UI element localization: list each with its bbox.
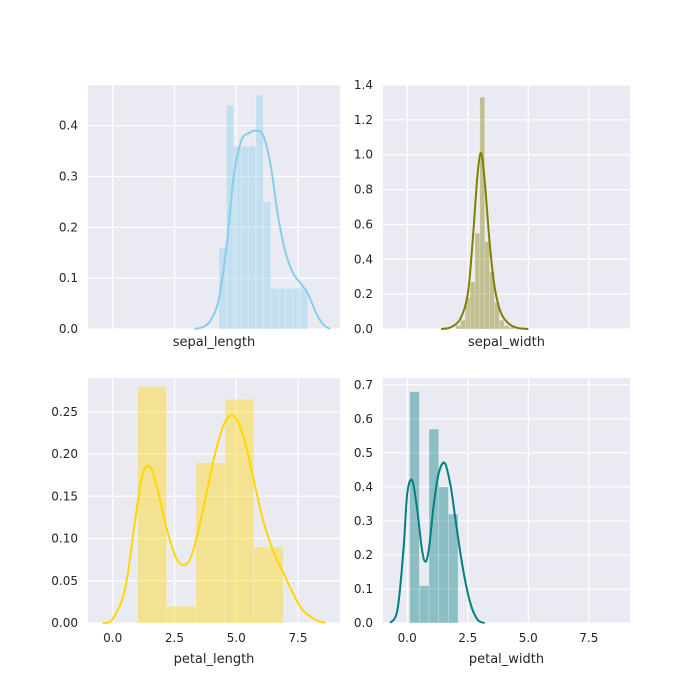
x-axis-label: sepal_width <box>468 335 545 350</box>
subplot-sepal-width: 0.0 0.2 0.4 0.6 0.8 1.0 1.2 1.4 sepal_width <box>354 78 630 350</box>
histogram-bar <box>438 486 449 624</box>
y-tick-label: 0.0 <box>354 616 373 630</box>
histogram-bar <box>428 428 439 624</box>
histogram-bar <box>300 288 309 330</box>
histogram-bar <box>218 247 227 330</box>
x-tick-label: 2.5 <box>458 631 477 645</box>
histogram-bar <box>460 319 466 330</box>
x-tick-label: 0.0 <box>103 631 122 645</box>
x-tick-label: 0.0 <box>398 631 417 645</box>
y-tick-label: 0.2 <box>59 220 78 234</box>
x-tick-label: 5.0 <box>227 631 246 645</box>
histogram-bar <box>484 241 490 330</box>
y-tick-label: 0.4 <box>354 480 373 494</box>
y-tick-label: 0.15 <box>51 489 78 503</box>
kde-line <box>193 129 331 330</box>
plot-background <box>383 85 630 329</box>
y-tick-label: 0.25 <box>51 405 78 419</box>
y-tick-label: 0.8 <box>354 183 373 197</box>
histogram-bar <box>248 145 257 330</box>
y-tick-label: 0.0 <box>354 322 373 336</box>
y-tick-label: 0.6 <box>354 217 373 231</box>
histogram-bar <box>409 391 420 624</box>
kde-line <box>102 414 326 624</box>
subplot-petal-length: 0.00 0.05 0.10 0.15 0.20 0.25 0.0 2.5 5.0 7.5 peta… <box>51 378 340 667</box>
histogram-bar <box>233 145 242 330</box>
histogram-bar <box>253 546 284 624</box>
y-tick-label: 1.2 <box>354 113 373 127</box>
histogram-bar <box>469 281 476 330</box>
y-tick-label: 0.20 <box>51 447 78 461</box>
y-tick-label: 0.6 <box>354 412 373 426</box>
subplot-petal-width: 0.0 0.1 0.2 0.3 0.4 0.5 0.6 0.7 0.0 2.5 5.0 7.5 peta… <box>354 378 630 667</box>
x-tick-label: 7.5 <box>579 631 598 645</box>
histogram-bar <box>503 325 510 330</box>
subplot-sepal-length: 0.0 0.1 0.2 0.3 0.4 sepal_length <box>59 85 340 350</box>
histogram-bar <box>285 288 294 330</box>
x-axis-label: petal_width <box>469 652 544 667</box>
kde-line <box>389 461 486 624</box>
histogram-bar <box>270 288 279 330</box>
histogram-bar <box>255 94 264 330</box>
y-tick-label: 0.4 <box>354 252 373 266</box>
histogram-bar <box>448 513 459 624</box>
y-tick-label: 0.4 <box>59 119 78 133</box>
y-tick-label: 0.5 <box>354 446 373 460</box>
histogram-bar <box>455 325 461 330</box>
x-axis-label: petal_length <box>174 652 255 667</box>
y-tick-label: 0.7 <box>354 378 373 392</box>
y-tick-label: 0.05 <box>51 574 78 588</box>
histogram-bar <box>474 232 481 330</box>
kde-line <box>440 151 529 330</box>
histogram-bar <box>479 96 486 330</box>
histogram-bar <box>498 319 505 330</box>
x-tick-label: 2.5 <box>165 631 184 645</box>
histogram-bar <box>195 462 226 624</box>
y-tick-label: 0.2 <box>354 548 373 562</box>
histogram-bar <box>277 288 286 330</box>
y-tick-label: 0.00 <box>51 616 78 630</box>
x-tick-label: 5.0 <box>519 631 538 645</box>
y-tick-label: 0.3 <box>59 170 78 184</box>
histogram-bar <box>166 605 197 624</box>
y-tick-label: 0.1 <box>354 582 373 596</box>
y-tick-label: 1.4 <box>354 78 373 92</box>
y-tick-label: 1.0 <box>354 148 373 162</box>
y-tick-label: 0.1 <box>59 271 78 285</box>
y-tick-label: 0.10 <box>51 532 78 546</box>
y-tick-label: 0.3 <box>354 514 373 528</box>
y-tick-label: 0.0 <box>59 322 78 336</box>
histogram-bar <box>137 386 167 624</box>
x-axis-label: sepal_length <box>173 335 256 350</box>
histogram-bar <box>419 585 430 624</box>
histogram-bar <box>508 326 515 330</box>
histogram-bar <box>263 201 272 330</box>
histogram-bar <box>224 398 255 624</box>
y-tick-label: 0.2 <box>354 287 373 301</box>
histogram-bar <box>240 145 249 330</box>
x-tick-label: 7.5 <box>288 631 307 645</box>
histogram-bar <box>292 288 301 330</box>
